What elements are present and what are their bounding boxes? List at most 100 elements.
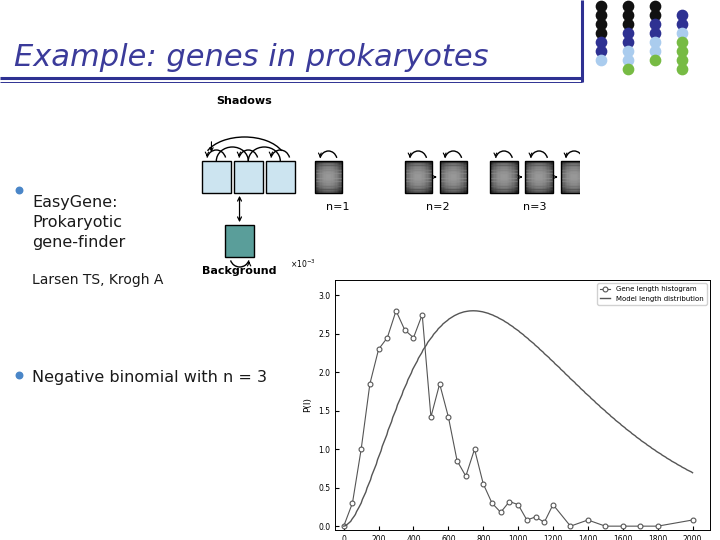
Bar bbox=[334, 161, 336, 193]
Point bbox=[595, 2, 607, 10]
Gene length histogram bbox=[496, 509, 505, 516]
Bar bbox=[454, 161, 455, 193]
Bar bbox=[527, 161, 528, 193]
Bar bbox=[315, 177, 342, 179]
Text: Prokaryotic: Prokaryotic bbox=[32, 215, 122, 230]
Bar bbox=[413, 161, 415, 193]
Bar bbox=[534, 161, 536, 193]
Bar bbox=[515, 161, 517, 193]
Point bbox=[649, 56, 661, 64]
Bar bbox=[560, 175, 588, 177]
Bar bbox=[490, 160, 518, 163]
Point bbox=[622, 56, 634, 64]
Bar bbox=[405, 183, 432, 185]
Point bbox=[676, 11, 688, 19]
Bar bbox=[586, 161, 588, 193]
Point bbox=[649, 29, 661, 37]
Bar bbox=[503, 161, 504, 193]
Bar bbox=[315, 191, 342, 193]
Bar bbox=[405, 177, 432, 179]
Bar bbox=[490, 168, 518, 171]
Bar bbox=[315, 190, 342, 191]
Point bbox=[676, 46, 688, 55]
Bar bbox=[405, 165, 432, 167]
Bar bbox=[440, 188, 467, 190]
Bar bbox=[319, 161, 320, 193]
Text: n=1: n=1 bbox=[326, 202, 350, 212]
Bar bbox=[410, 161, 412, 193]
Bar bbox=[323, 161, 325, 193]
Bar bbox=[526, 185, 553, 187]
Bar bbox=[560, 183, 588, 185]
Bar bbox=[490, 181, 518, 184]
Bar bbox=[315, 186, 342, 188]
Bar bbox=[526, 178, 553, 180]
Bar bbox=[490, 164, 518, 166]
Bar bbox=[405, 161, 432, 193]
Bar bbox=[405, 186, 432, 188]
Bar bbox=[440, 172, 467, 174]
Bar bbox=[440, 168, 467, 171]
Bar bbox=[490, 191, 518, 193]
Bar bbox=[490, 173, 518, 176]
Bar bbox=[446, 161, 448, 193]
Gene length histogram bbox=[618, 523, 627, 529]
Bar bbox=[560, 160, 588, 163]
Bar bbox=[526, 177, 553, 179]
Point bbox=[622, 46, 634, 55]
Bar bbox=[560, 162, 588, 164]
Bar bbox=[315, 185, 342, 187]
Bar bbox=[425, 161, 427, 193]
Bar bbox=[454, 161, 456, 193]
Point bbox=[622, 11, 634, 19]
Gene length histogram bbox=[374, 346, 383, 353]
Bar bbox=[536, 161, 538, 193]
Bar bbox=[560, 164, 588, 166]
Bar bbox=[440, 167, 467, 169]
Bar bbox=[573, 161, 575, 193]
Point bbox=[595, 29, 607, 37]
Text: Shadows: Shadows bbox=[217, 96, 272, 106]
Bar bbox=[405, 160, 432, 163]
Bar bbox=[445, 161, 447, 193]
Bar bbox=[526, 172, 553, 174]
Point bbox=[649, 46, 661, 55]
Model length distribution bbox=[547, 357, 556, 363]
Point bbox=[649, 11, 661, 19]
Bar bbox=[584, 161, 585, 193]
Bar bbox=[414, 161, 416, 193]
Bar bbox=[563, 161, 565, 193]
Bar bbox=[457, 161, 459, 193]
Bar bbox=[429, 161, 431, 193]
Bar bbox=[562, 161, 564, 193]
Point bbox=[622, 29, 634, 37]
Bar bbox=[547, 161, 549, 193]
Bar bbox=[333, 161, 334, 193]
Bar bbox=[444, 161, 446, 193]
Bar bbox=[452, 161, 454, 193]
Model length distribution bbox=[657, 451, 665, 457]
Bar bbox=[581, 161, 582, 193]
Bar bbox=[490, 183, 518, 185]
Bar bbox=[411, 161, 413, 193]
Bar bbox=[544, 161, 546, 193]
Point bbox=[13, 186, 24, 194]
Bar bbox=[442, 161, 444, 193]
Bar bbox=[570, 161, 572, 193]
Model length distribution bbox=[554, 363, 563, 370]
Gene length histogram bbox=[531, 514, 540, 520]
Bar bbox=[266, 161, 295, 193]
Bar bbox=[405, 164, 432, 166]
Bar bbox=[526, 167, 553, 169]
Bar bbox=[408, 161, 409, 193]
Point bbox=[13, 370, 24, 379]
Bar bbox=[500, 161, 502, 193]
Bar bbox=[526, 188, 553, 190]
Bar bbox=[490, 185, 518, 187]
Point bbox=[622, 19, 634, 28]
Bar bbox=[331, 161, 333, 193]
Bar bbox=[490, 165, 518, 167]
Bar bbox=[526, 173, 553, 176]
Gene length histogram bbox=[584, 517, 593, 523]
Bar bbox=[466, 161, 467, 193]
